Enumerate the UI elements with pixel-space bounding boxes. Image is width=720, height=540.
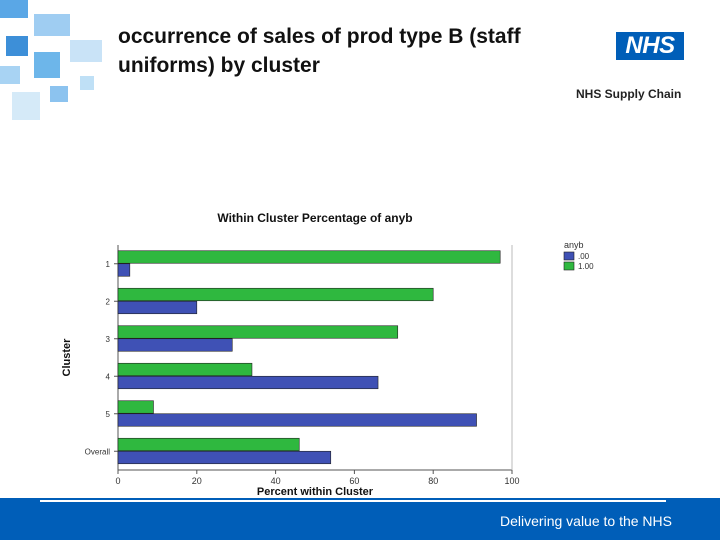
bar-series-one-cluster-4 xyxy=(117,362,253,377)
bar-series-zero-cluster-1 xyxy=(117,263,131,277)
bar-series-one-cluster-2 xyxy=(117,287,434,302)
legend-label: .00 xyxy=(578,252,590,261)
bar-series-one-cluster-5 xyxy=(117,400,154,414)
legend-swatch xyxy=(563,261,575,271)
nhs-logo-text: NHS xyxy=(625,32,675,59)
slide-title-line-1: occurrence of sales of prod type B (staf… xyxy=(118,25,521,48)
decorative-squares xyxy=(0,0,102,120)
slide-title-line-2: uniforms) by cluster xyxy=(118,54,320,77)
x-tick-label: 60 xyxy=(349,476,359,486)
y-tick-label: 3 xyxy=(106,335,111,344)
bar-series-one-cluster-3 xyxy=(117,325,399,339)
chart-title: Within Cluster Percentage of anyb xyxy=(217,211,412,225)
x-tick-label: 80 xyxy=(428,476,438,486)
slide-title: occurrence of sales of prod type B (staf… xyxy=(118,22,608,80)
bar-series-zero-cluster-3 xyxy=(117,338,233,352)
x-tick-label: 0 xyxy=(115,476,120,486)
bar-series-zero-cluster-2 xyxy=(117,300,198,315)
y-tick-label: 1 xyxy=(106,260,111,269)
bar-series-zero-cluster-overall xyxy=(117,450,332,465)
y-tick-label: 4 xyxy=(106,372,111,381)
x-tick-label: 20 xyxy=(192,476,202,486)
x-axis-label: Percent within Cluster xyxy=(257,486,374,498)
bar-series-zero-cluster-5 xyxy=(117,413,477,427)
bar-series-one-cluster-overall xyxy=(117,437,300,452)
footer-bar xyxy=(0,498,720,540)
y-tick-label: 5 xyxy=(106,410,111,419)
nhs-supply-chain-label: NHS Supply Chain xyxy=(576,87,682,101)
footer-divider xyxy=(40,500,666,502)
x-tick-label: 100 xyxy=(504,476,519,486)
y-axis-label: Cluster xyxy=(61,338,73,377)
bar-series-zero-cluster-4 xyxy=(117,375,379,390)
legend-swatch xyxy=(563,251,575,261)
nhs-logo: NHS xyxy=(616,32,684,60)
bar-series-one-cluster-1 xyxy=(117,250,501,264)
x-tick-label: 40 xyxy=(271,476,281,486)
legend-title: anyb xyxy=(564,240,584,250)
legend-label: 1.00 xyxy=(578,262,594,271)
y-tick-label: Overall xyxy=(85,447,111,456)
cluster-bar-chart: Within Cluster Percentage of anyb 1 2 3 4 5 Ov… xyxy=(61,211,594,498)
y-tick-label: 2 xyxy=(106,297,111,306)
footer-tagline: Delivering value to the NHS xyxy=(500,513,672,529)
